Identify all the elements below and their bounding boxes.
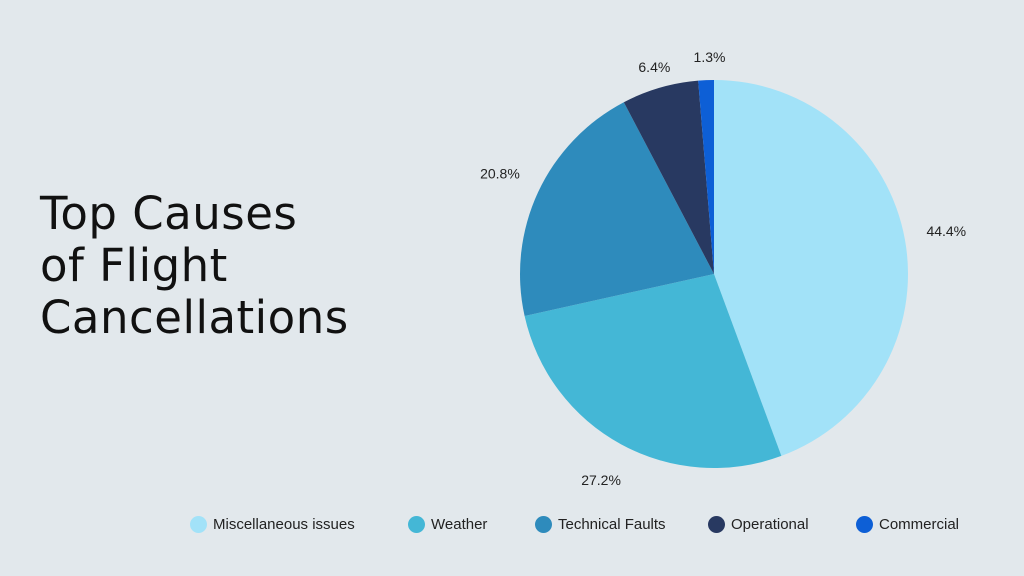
legend-item-operational: Operational: [708, 516, 809, 533]
chart-title-line-1: Top Causes: [40, 187, 298, 240]
legend-label: Weather: [431, 516, 488, 533]
pie-slice-technical-faults: [520, 102, 714, 316]
legend-item-miscellaneous-issues: Miscellaneous issues: [190, 516, 355, 533]
chart-legend: Miscellaneous issues Weather Technical Fau…: [180, 516, 1000, 542]
value-label-weather: 27.2%: [581, 472, 621, 488]
legend-swatch: [856, 516, 873, 533]
legend-swatch: [408, 516, 425, 533]
chart-title-line-3: Cancellations: [40, 291, 349, 344]
value-label-commercial: 1.3%: [694, 49, 726, 65]
legend-label: Commercial: [879, 516, 960, 533]
legend-label: Operational: [731, 516, 809, 533]
chart-title-line-2: of Flight: [40, 239, 228, 292]
pie-slices: [520, 80, 908, 468]
legend-label: Technical Faults: [558, 516, 666, 533]
legend-label: Miscellaneous issues: [213, 516, 355, 533]
pie-slice-operational: [623, 80, 714, 275]
pie-slice-commercial: [698, 80, 714, 274]
value-label-technical-faults: 20.8%: [480, 165, 520, 181]
value-label-miscellaneous-issues: 44.4%: [926, 223, 966, 239]
value-label-operational: 6.4%: [638, 59, 670, 75]
pie-slice-miscellaneous-issues: [714, 80, 908, 456]
legend-swatch: [190, 516, 207, 533]
legend-item-technical-faults: Technical Faults: [535, 516, 666, 533]
legend-item-commercial: Commercial: [856, 516, 959, 533]
chart-title: Top Causes of Flight Cancellations: [40, 188, 420, 344]
legend-item-weather: Weather: [408, 516, 487, 533]
legend-swatch: [535, 516, 552, 533]
pie-slice-weather: [524, 274, 782, 468]
legend-swatch: [708, 516, 725, 533]
pie-value-labels: 44.4% 27.2% 20.8% 6.4% 1.3%: [480, 49, 966, 488]
